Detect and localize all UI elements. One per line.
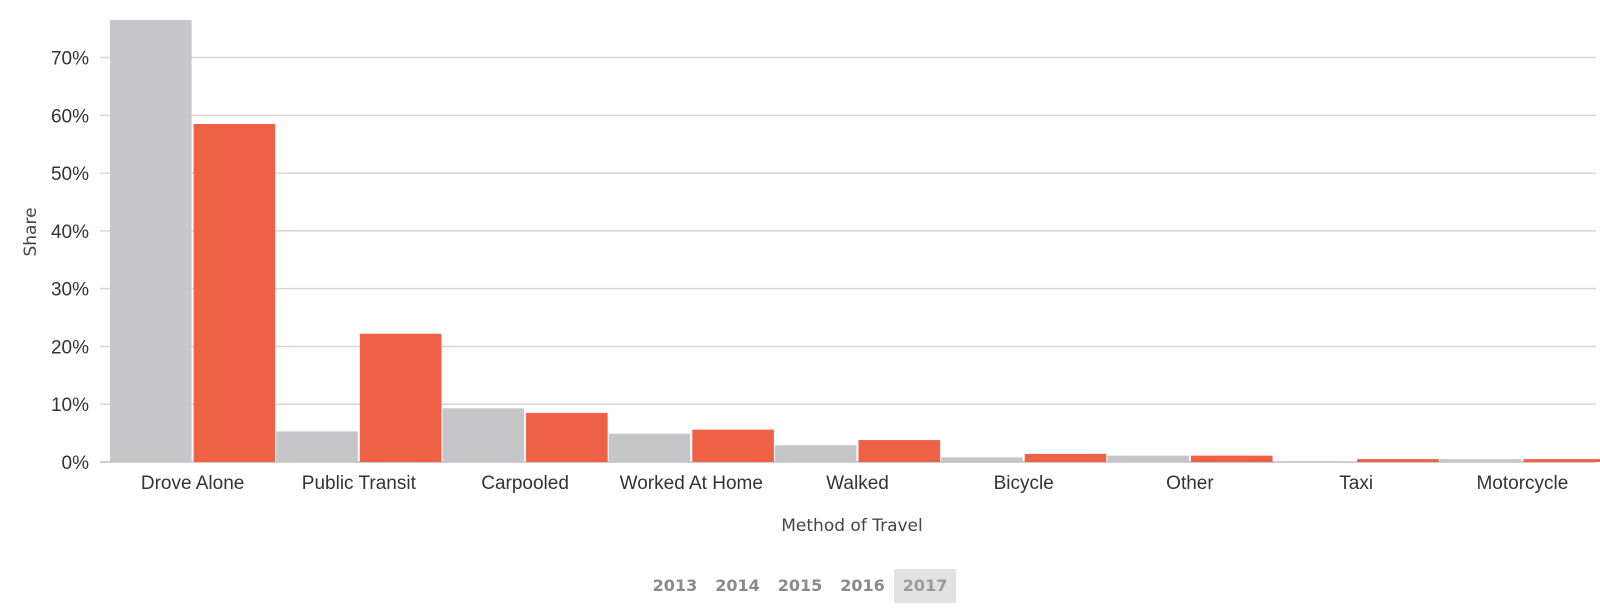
bar[interactable] (276, 431, 358, 462)
x-tick-label: Other (1166, 473, 1214, 494)
y-tick-label: 10% (51, 395, 89, 416)
bar[interactable] (858, 440, 941, 462)
bar[interactable] (1107, 455, 1189, 462)
x-tick-label: Worked At Home (620, 473, 763, 494)
bars (110, 20, 1600, 462)
y-tick-label: 70% (51, 49, 89, 70)
bar[interactable] (1024, 453, 1107, 462)
bar-chart: 0% 10% 20% 30% 40% 50% 60% 70% Drove Alone Publi… (21, 20, 1600, 536)
year-button-2014[interactable]: 2014 (715, 576, 760, 595)
x-tick-label: Taxi (1339, 473, 1373, 494)
bar[interactable] (442, 408, 525, 462)
y-axis-ticks: 0% 10% 20% 30% 40% 50% 60% 70% (51, 49, 89, 474)
gridlines (100, 56, 1596, 463)
y-tick-label: 40% (51, 222, 89, 243)
x-axis-title: Method of Travel (781, 516, 923, 536)
bar[interactable] (1273, 461, 1356, 462)
bar[interactable] (774, 445, 857, 462)
year-button-2015[interactable]: 2015 (777, 576, 823, 595)
bar[interactable] (193, 124, 276, 462)
bar[interactable] (110, 20, 192, 462)
y-tick-label: 0% (62, 453, 90, 474)
bar[interactable] (526, 412, 608, 462)
bar[interactable] (1190, 455, 1273, 462)
year-button-2017[interactable]: 2017 (893, 569, 957, 603)
bar[interactable] (359, 333, 442, 462)
year-button-2016[interactable]: 2016 (840, 576, 885, 595)
bar[interactable] (1523, 459, 1600, 462)
y-tick-label: 20% (51, 337, 89, 358)
y-tick-label: 60% (51, 106, 89, 127)
bar[interactable] (1439, 459, 1522, 462)
x-tick-label: Public Transit (302, 473, 417, 494)
x-tick-label: Carpooled (481, 473, 569, 494)
y-tick-label: 30% (51, 280, 89, 301)
year-selector: 2013 2014 2015 2016 2017 (0, 569, 1600, 603)
x-tick-label: Bicycle (994, 473, 1054, 494)
bar[interactable] (608, 433, 691, 462)
bar[interactable] (1357, 459, 1439, 462)
y-axis-title: Share (21, 207, 41, 256)
x-tick-label: Motorcycle (1476, 473, 1568, 494)
x-tick-label: Drove Alone (141, 473, 245, 494)
y-tick-label: 50% (51, 164, 89, 185)
year-button-group: 2013 2014 2015 2016 2017 (644, 569, 957, 603)
x-tick-label: Walked (826, 473, 889, 494)
year-button-2013[interactable]: 2013 (652, 576, 698, 595)
bar[interactable] (941, 457, 1023, 462)
bar[interactable] (692, 429, 774, 462)
x-axis-ticks: Drove Alone Public Transit Carpooled Worked… (141, 473, 1568, 494)
